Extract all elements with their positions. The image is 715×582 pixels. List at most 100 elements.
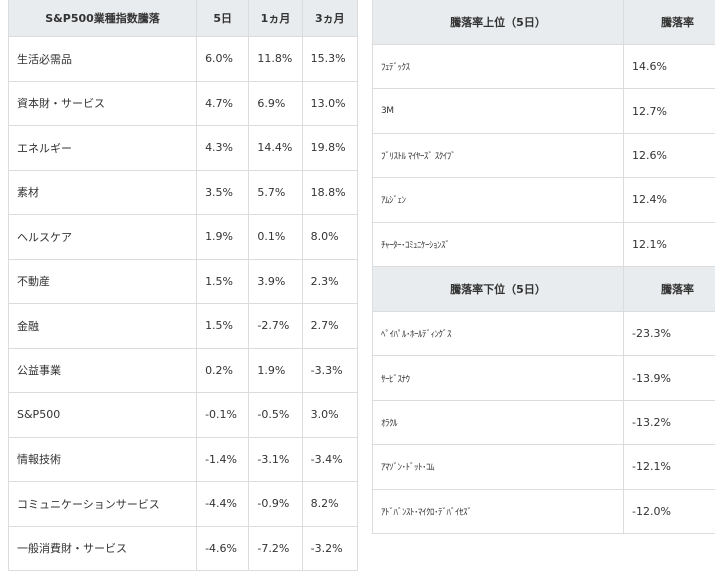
company-name: ｱﾑｼﾞｪﾝ bbox=[372, 177, 624, 223]
change-5d: 1.5% bbox=[196, 258, 250, 304]
change-5d: 6.0% bbox=[196, 36, 250, 82]
header-sector: S&P500業種指数騰落 bbox=[7, 0, 198, 37]
change-rate: -13.2% bbox=[623, 399, 715, 446]
change-1m: -0.9% bbox=[248, 481, 303, 527]
sector-name: エネルギー bbox=[7, 125, 198, 171]
sector-name: 公益事業 bbox=[7, 347, 198, 393]
table-row: ﾌｪﾃﾞｯｸｽ 14.6% bbox=[372, 43, 715, 90]
sector-name: ヘルスケア bbox=[7, 214, 198, 260]
sector-performance-table: S&P500業種指数騰落 5日 1ヵ月 3ヵ月 生活必需品 6.0% 11.8% 15… bbox=[7, 0, 359, 571]
change-5d: 4.7% bbox=[196, 80, 250, 126]
change-3m: 18.8% bbox=[301, 169, 359, 215]
table-row: ﾌﾞﾘｽﾄﾙ ﾏｲﾔｰｽﾞ ｽｸｲﾌﾞ 12.6% bbox=[372, 132, 715, 179]
table-row: ﾍﾟｲﾊﾟﾙ･ﾎｰﾙﾃﾞｨﾝｸﾞｽ -23.3% bbox=[372, 310, 715, 357]
change-1m: 5.7% bbox=[248, 169, 303, 215]
change-3m: 8.2% bbox=[301, 481, 359, 527]
table-row: 一般消費財・サービス -4.6% -7.2% -3.2% bbox=[7, 525, 359, 571]
sector-name: 素材 bbox=[7, 169, 198, 215]
change-1m: -0.5% bbox=[248, 392, 303, 438]
table-row: ｱﾄﾞﾊﾞﾝｽﾄ･ﾏｲｸﾛ･ﾃﾞﾊﾞｲｾｽﾞ -12.0% bbox=[372, 488, 715, 534]
change-1m: -7.2% bbox=[248, 525, 303, 571]
table-row: S&P500 -0.1% -0.5% 3.0% bbox=[7, 392, 359, 438]
table-header-row: S&P500業種指数騰落 5日 1ヵ月 3ヵ月 bbox=[7, 0, 359, 37]
sector-name: 情報技術 bbox=[7, 436, 198, 482]
change-3m: 8.0% bbox=[301, 214, 359, 260]
change-1m: 0.1% bbox=[248, 214, 303, 260]
change-5d: -1.4% bbox=[196, 436, 250, 482]
header-3m: 3ヵ月 bbox=[301, 0, 359, 37]
table-row: ｵﾗｸﾙ -13.2% bbox=[372, 399, 715, 446]
change-1m: 3.9% bbox=[248, 258, 303, 304]
table-row: 不動産 1.5% 3.9% 2.3% bbox=[7, 258, 359, 304]
change-5d: -4.6% bbox=[196, 525, 250, 571]
change-1m: 14.4% bbox=[248, 125, 303, 171]
change-3m: 3.0% bbox=[301, 392, 359, 438]
table-header-row: 騰落率下位（5日） 騰落率 bbox=[372, 265, 715, 312]
company-name: ｻｰﾋﾞｽﾅｳ bbox=[372, 355, 624, 401]
table-row: ｱﾏｿﾞﾝ･ﾄﾞｯﾄ･ｺﾑ -12.1% bbox=[372, 444, 715, 490]
table-header-row: 騰落率上位（5日） 騰落率 bbox=[372, 0, 715, 45]
change-rate: -13.9% bbox=[623, 355, 715, 401]
sector-name: 資本財・サービス bbox=[7, 80, 198, 126]
header-top-rate: 騰落率 bbox=[623, 0, 715, 45]
change-5d: 1.9% bbox=[196, 214, 250, 260]
change-1m: -3.1% bbox=[248, 436, 303, 482]
change-3m: 2.7% bbox=[301, 303, 359, 349]
table-row: ｱﾑｼﾞｪﾝ 12.4% bbox=[372, 177, 715, 223]
company-name: ｱﾄﾞﾊﾞﾝｽﾄ･ﾏｲｸﾛ･ﾃﾞﾊﾞｲｾｽﾞ bbox=[372, 488, 624, 534]
table-row: ｻｰﾋﾞｽﾅｳ -13.9% bbox=[372, 355, 715, 401]
table-row: 情報技術 -1.4% -3.1% -3.4% bbox=[7, 436, 359, 482]
sector-name: S&P500 bbox=[7, 392, 198, 438]
change-3m: 15.3% bbox=[301, 36, 359, 82]
change-rate: -12.1% bbox=[623, 444, 715, 490]
change-rate: 12.1% bbox=[623, 221, 715, 267]
header-top-movers: 騰落率上位（5日） bbox=[372, 0, 624, 45]
company-name: ｱﾏｿﾞﾝ･ﾄﾞｯﾄ･ｺﾑ bbox=[372, 444, 624, 490]
change-3m: -3.3% bbox=[301, 347, 359, 393]
change-rate: 14.6% bbox=[623, 43, 715, 90]
change-1m: 11.8% bbox=[248, 36, 303, 82]
change-3m: 13.0% bbox=[301, 80, 359, 126]
change-rate: -12.0% bbox=[623, 488, 715, 534]
table-row: エネルギー 4.3% 14.4% 19.8% bbox=[7, 125, 359, 171]
sector-name: 生活必需品 bbox=[7, 36, 198, 82]
company-name: ﾌｪﾃﾞｯｸｽ bbox=[372, 43, 624, 90]
table-row: 公益事業 0.2% 1.9% -3.3% bbox=[7, 347, 359, 393]
change-5d: -0.1% bbox=[196, 392, 250, 438]
change-rate: -23.3% bbox=[623, 310, 715, 357]
company-name: ﾌﾞﾘｽﾄﾙ ﾏｲﾔｰｽﾞ ｽｸｲﾌﾞ bbox=[372, 132, 624, 179]
sector-name: 金融 bbox=[7, 303, 198, 349]
header-1m: 1ヵ月 bbox=[248, 0, 303, 37]
header-bottom-movers: 騰落率下位（5日） bbox=[372, 265, 624, 312]
table-row: 金融 1.5% -2.7% 2.7% bbox=[7, 303, 359, 349]
change-rate: 12.4% bbox=[623, 177, 715, 223]
sector-name: 一般消費財・サービス bbox=[7, 525, 198, 571]
company-name: ﾁｬｰﾀｰ･ｺﾐｭﾆｹｰｼｮﾝｽﾞ bbox=[372, 221, 624, 267]
movers-table: 騰落率上位（5日） 騰落率 ﾌｪﾃﾞｯｸｽ 14.6% 3M 12.7% ﾌﾞﾘｽﾄﾙ … bbox=[372, 0, 715, 534]
change-3m: -3.4% bbox=[301, 436, 359, 482]
change-1m: 1.9% bbox=[248, 347, 303, 393]
header-bottom-rate: 騰落率 bbox=[623, 265, 715, 312]
table-row: 3M 12.7% bbox=[372, 88, 715, 134]
header-5d: 5日 bbox=[196, 0, 250, 37]
table-row: コミュニケーションサービス -4.4% -0.9% 8.2% bbox=[7, 481, 359, 527]
change-5d: -4.4% bbox=[196, 481, 250, 527]
change-3m: 19.8% bbox=[301, 125, 359, 171]
sector-name: コミュニケーションサービス bbox=[7, 481, 198, 527]
company-name: 3M bbox=[372, 88, 624, 134]
company-name: ﾍﾟｲﾊﾟﾙ･ﾎｰﾙﾃﾞｨﾝｸﾞｽ bbox=[372, 310, 624, 357]
change-5d: 0.2% bbox=[196, 347, 250, 393]
change-5d: 1.5% bbox=[196, 303, 250, 349]
change-rate: 12.6% bbox=[623, 132, 715, 179]
change-1m: 6.9% bbox=[248, 80, 303, 126]
change-rate: 12.7% bbox=[623, 88, 715, 134]
table-row: 生活必需品 6.0% 11.8% 15.3% bbox=[7, 36, 359, 82]
change-5d: 4.3% bbox=[196, 125, 250, 171]
change-1m: -2.7% bbox=[248, 303, 303, 349]
table-row: ヘルスケア 1.9% 0.1% 8.0% bbox=[7, 214, 359, 260]
table-row: 素材 3.5% 5.7% 18.8% bbox=[7, 169, 359, 215]
sector-name: 不動産 bbox=[7, 258, 198, 304]
change-3m: -3.2% bbox=[301, 525, 359, 571]
company-name: ｵﾗｸﾙ bbox=[372, 399, 624, 446]
change-5d: 3.5% bbox=[196, 169, 250, 215]
